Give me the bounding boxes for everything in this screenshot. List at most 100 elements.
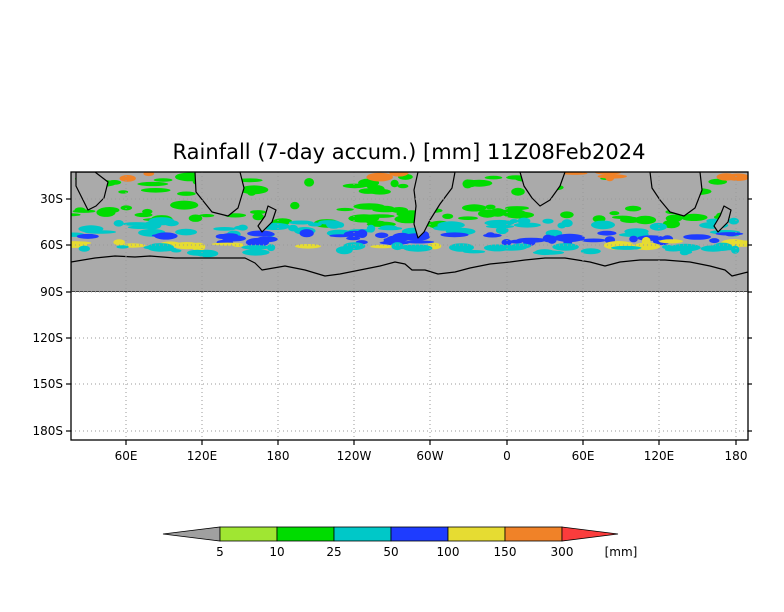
color-legend: 5 10 25 50 100 150 300 [mm] <box>162 526 638 559</box>
rain-cell <box>170 200 199 210</box>
legend-threshold-label: 50 <box>383 545 398 559</box>
rain-cell <box>466 179 493 187</box>
rain-cell <box>499 209 526 217</box>
rain-cell <box>120 205 133 211</box>
rain-cell <box>368 185 385 194</box>
rain-cell <box>504 206 530 211</box>
legend-swatch <box>276 526 335 542</box>
rain-blobs <box>71 172 748 258</box>
rain-cell <box>245 240 265 245</box>
rain-cell <box>71 213 81 217</box>
map-frame <box>70 171 749 441</box>
rain-cell <box>164 220 179 227</box>
rain-cell <box>336 207 354 212</box>
rain-cell <box>726 173 748 181</box>
lon-tick-label: 120E <box>644 449 675 463</box>
rain-cell <box>118 190 129 194</box>
rain-cell <box>725 233 737 237</box>
rain-cell <box>239 185 269 195</box>
rain-cell <box>449 243 474 252</box>
rain-cell <box>188 214 203 222</box>
rain-cell <box>403 240 435 244</box>
rain-cell <box>143 172 155 177</box>
rain-cell <box>119 175 136 182</box>
lon-tick-label: 0 <box>503 449 511 463</box>
rain-cell <box>290 201 300 210</box>
rain-cell <box>629 235 638 243</box>
rain-cell <box>641 236 651 246</box>
lat-tick-label: 180S <box>32 424 63 438</box>
rain-cell <box>724 246 735 251</box>
rain-cell <box>610 245 642 250</box>
rain-cell <box>511 243 532 249</box>
rain-cell <box>591 220 615 230</box>
rain-cell <box>113 239 125 246</box>
rain-cell <box>442 213 454 219</box>
rain-cell <box>680 213 708 221</box>
rain-cell <box>236 178 263 183</box>
longitude-axis: 60E 120E 180 120W 60W 0 60E 120E 180 <box>115 440 747 463</box>
rain-cell <box>375 232 389 239</box>
rain-cell <box>147 243 174 252</box>
rain-cell <box>580 248 601 255</box>
rain-cell <box>484 175 503 180</box>
legend-swatch <box>333 526 392 542</box>
legend-threshold-label: 150 <box>494 545 517 559</box>
rain-cell <box>662 244 673 250</box>
rain-cell <box>372 207 400 213</box>
lat-tick-label: 30S <box>40 192 63 206</box>
rain-cell <box>71 241 92 245</box>
rain-cell <box>562 172 588 175</box>
legend-swatch <box>504 526 563 542</box>
rain-cell <box>137 181 169 187</box>
africa-coastline <box>75 172 109 211</box>
lat-tick-label: 120S <box>32 331 63 345</box>
rain-cell <box>153 178 173 182</box>
antarctica-coastline <box>71 255 748 292</box>
new-zealand-coastline <box>257 205 277 233</box>
lat-tick-label: 150S <box>32 377 63 391</box>
rain-cell <box>389 172 409 177</box>
rain-cell <box>659 239 683 244</box>
rain-cell <box>198 214 215 218</box>
rain-cell <box>594 172 622 175</box>
rain-cell <box>517 217 531 225</box>
rain-cell <box>250 210 266 215</box>
rain-cell <box>242 249 270 256</box>
rain-cell <box>196 249 219 258</box>
rain-cell <box>486 232 495 237</box>
legend-threshold-label: 5 <box>216 545 224 559</box>
new-zealand-coastline-2 <box>713 205 732 233</box>
rain-cell <box>501 239 512 246</box>
rain-cell <box>78 245 91 252</box>
rain-cell <box>485 204 496 210</box>
rain-cell <box>356 229 368 238</box>
map-title: Rainfall (7-day accum.) [mm] 11Z08Feb202… <box>173 140 646 164</box>
rain-cell <box>561 219 573 228</box>
rain-cell <box>670 243 701 252</box>
rain-cell <box>605 174 615 182</box>
lon-tick-label: 120E <box>187 449 218 463</box>
rain-cell <box>346 236 361 241</box>
rain-cell <box>484 219 515 227</box>
legend-swatch <box>219 526 278 542</box>
rain-cell <box>366 172 394 182</box>
rain-cell <box>74 207 86 213</box>
legend-arrow-low <box>162 526 221 542</box>
legend-unit-label: [mm] <box>605 545 638 559</box>
rain-cell <box>649 222 667 231</box>
rain-cell <box>534 249 555 256</box>
lat-tick-label: 90S <box>40 285 63 299</box>
rain-cell <box>326 220 342 229</box>
rain-cell <box>177 191 196 196</box>
rain-cell <box>554 233 585 242</box>
rain-cell <box>709 238 720 244</box>
rain-cell <box>440 232 469 238</box>
rain-cell <box>552 243 579 251</box>
rain-cell <box>625 205 642 212</box>
legend-swatch <box>447 526 506 542</box>
legend-threshold-label: 25 <box>326 545 341 559</box>
rain-cell <box>581 238 606 243</box>
rain-cell <box>76 233 99 239</box>
rain-cell <box>84 230 117 234</box>
